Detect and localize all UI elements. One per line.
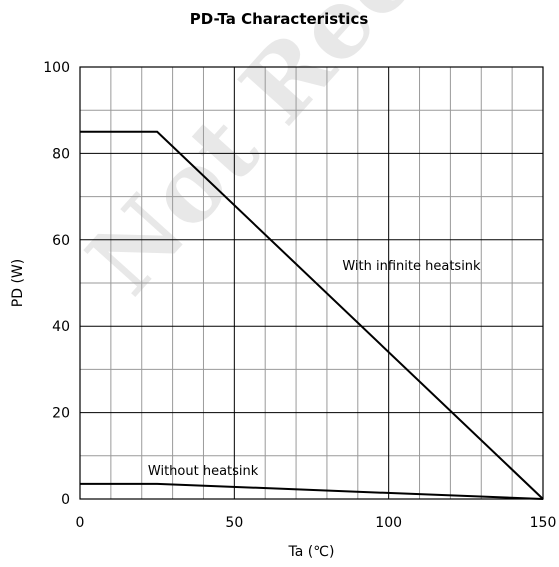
y-tick-label: 40 — [52, 319, 70, 335]
x-tick-label: 150 — [530, 515, 557, 531]
y-tick-label: 20 — [52, 406, 70, 422]
chart-title: PD-Ta Characteristics — [190, 10, 369, 28]
y-tick-label: 0 — [61, 492, 70, 508]
grid — [79, 66, 544, 500]
x-axis-label: Ta (℃) — [288, 544, 335, 560]
plot-frame — [79, 66, 544, 500]
series-line-infinite-heatsink — [80, 130, 544, 500]
y-axis-label: PD (W) — [10, 259, 26, 307]
x-tick-label: 0 — [76, 515, 85, 531]
y-tick-label: 80 — [52, 146, 70, 162]
x-tick-label: 50 — [225, 515, 243, 531]
watermark-text: Not Recommended — [66, 0, 559, 316]
text-group: 0 50 100 150 0 20 40 60 80 100 PD-Ta Characteristi… — [10, 10, 556, 560]
watermark: Not Recommended — [66, 0, 559, 316]
series-group — [80, 130, 544, 500]
series-line-without-heatsink — [80, 482, 544, 500]
y-tick-label: 60 — [52, 233, 70, 249]
x-tick-label: 100 — [375, 515, 402, 531]
annotation-without-heatsink: Without heatsink — [148, 464, 259, 479]
annotation-infinite-heatsink: With infinite heatsink — [342, 259, 481, 274]
y-tick-label: 100 — [43, 60, 70, 76]
